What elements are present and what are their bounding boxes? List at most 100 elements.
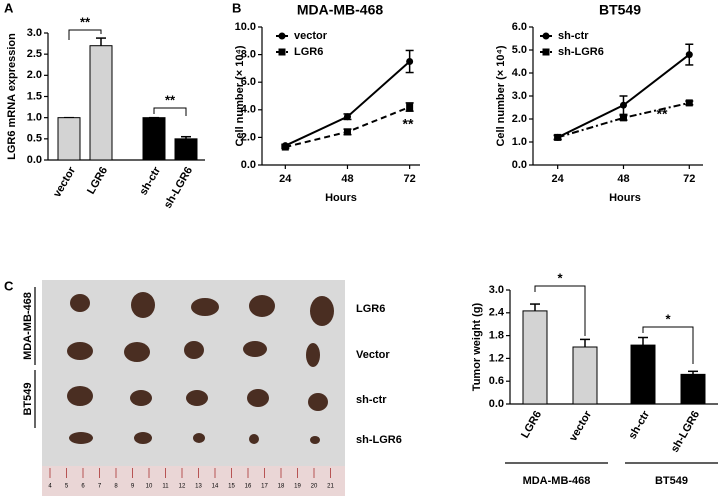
panel-label: B <box>232 0 241 15</box>
y-tick-label: 6.0 <box>241 76 256 88</box>
bar <box>89 45 113 161</box>
y-axis-label: Cell number (× 10⁴) <box>495 45 507 146</box>
legend-label: vector <box>294 30 328 42</box>
row-label: LGR6 <box>356 303 385 315</box>
x-tick-label: 24 <box>552 173 565 185</box>
legend-marker <box>278 32 286 40</box>
ruler-number: 14 <box>212 484 219 490</box>
tumors <box>67 292 334 444</box>
x-tick-label: 24 <box>279 173 292 185</box>
significance-bracket <box>534 285 586 336</box>
ruler-number: 18 <box>278 484 285 490</box>
ruler-number: 9 <box>131 484 135 490</box>
x-tick-label: sh-ctr <box>137 164 163 197</box>
row-label: Vector <box>356 349 390 361</box>
ruler-number: 8 <box>114 484 118 490</box>
y-tick-label: 1.8 <box>489 330 504 342</box>
point <box>619 114 627 122</box>
ruler-number: 10 <box>146 484 153 490</box>
point <box>685 51 693 59</box>
ruler-number: 19 <box>294 484 301 490</box>
y-axis-label: Cell number (× 10⁴) <box>234 45 246 146</box>
y-tick-label: 4.0 <box>512 67 527 79</box>
photo-background <box>42 280 345 496</box>
legend-label: LGR6 <box>294 46 323 58</box>
annotation: * <box>665 311 671 326</box>
y-tick-label: 2.0 <box>241 131 256 143</box>
group-label: MDA-MB-468 <box>523 475 591 487</box>
x-tick-label: vector <box>567 408 594 443</box>
significance-bracket <box>68 29 102 40</box>
bar <box>680 373 706 405</box>
x-tick-label: 72 <box>683 173 695 185</box>
x-tick-label: 48 <box>341 173 353 185</box>
ruler <box>42 466 345 496</box>
y-axis-label: LGR6 mRNA expression <box>6 33 18 160</box>
x-tick-label: sh-LGR6 <box>669 409 702 455</box>
point <box>281 143 289 151</box>
annotation: * <box>557 270 563 285</box>
row-label: sh-LGR6 <box>356 434 402 446</box>
point <box>685 99 693 107</box>
ruler-number: 4 <box>48 484 52 490</box>
ruler-number: 21 <box>327 484 334 490</box>
x-tick-label: 72 <box>404 173 416 185</box>
y-tick-label: 0.0 <box>27 154 42 166</box>
ruler-number: 15 <box>228 484 235 490</box>
y-tick-label: 0.0 <box>241 159 256 171</box>
ruler-number: 5 <box>65 484 69 490</box>
panel-label: C <box>4 278 14 293</box>
chart-title: MDA-MB-468 <box>297 2 384 18</box>
annotation: ** <box>403 116 414 132</box>
ruler-number: 12 <box>179 484 186 490</box>
legend-marker <box>278 48 286 56</box>
bar <box>142 117 166 161</box>
x-tick-label: sh-ctr <box>626 408 652 441</box>
significance-bracket <box>153 107 187 116</box>
y-tick-label: 10.0 <box>235 21 256 33</box>
annotation: ** <box>80 14 91 29</box>
legend-label: sh-LGR6 <box>558 46 604 58</box>
ruler-number: 13 <box>195 484 202 490</box>
y-tick-label: 2.5 <box>27 48 42 60</box>
y-tick-label: 4.0 <box>241 104 256 116</box>
y-axis-label: Tumor weight (g) <box>471 302 483 391</box>
y-tick-label: 6.0 <box>512 21 527 33</box>
bar <box>174 138 198 161</box>
legend-label: sh-ctr <box>558 30 589 42</box>
y-tick-label: 5.0 <box>512 44 527 56</box>
bar <box>522 310 548 405</box>
photo: MDA-MB-468 BT549 LGR6 Vector sh-ctr sh-L… <box>22 280 402 496</box>
panel-label: A <box>4 0 14 15</box>
y-tick-label: 3.0 <box>489 284 504 296</box>
y-tick-label: 1.2 <box>489 352 504 364</box>
chart-title: BT549 <box>599 2 641 18</box>
ruler-number: 20 <box>311 484 318 490</box>
annotation: ** <box>165 92 176 107</box>
y-tick-label: 2.0 <box>512 113 527 125</box>
significance-bracket <box>642 326 694 364</box>
ruler-number: 6 <box>81 484 85 490</box>
y-tick-label: 1.5 <box>27 90 42 102</box>
legend-marker <box>542 32 550 40</box>
y-tick-label: 0.0 <box>512 159 527 171</box>
y-tick-label: 1.0 <box>512 136 527 148</box>
x-tick-label: LGR6 <box>519 409 544 440</box>
x-tick-label: vector <box>51 164 78 199</box>
point <box>554 133 562 141</box>
y-tick-label: 3.0 <box>512 90 527 102</box>
y-tick-label: 0.6 <box>489 375 504 387</box>
y-tick-label: 2.4 <box>489 307 505 319</box>
x-tick-label: sh-LGR6 <box>162 165 195 211</box>
ruler-number: 17 <box>261 484 268 490</box>
y-tick-label: 2.0 <box>27 69 42 81</box>
x-tick-label: 48 <box>617 173 629 185</box>
ruler-number: 11 <box>162 484 169 490</box>
x-axis-label: Hours <box>325 192 357 204</box>
point <box>406 58 414 65</box>
ruler-number: 16 <box>245 484 252 490</box>
bar <box>630 344 656 405</box>
point <box>406 103 414 111</box>
x-axis-label: Hours <box>609 192 641 204</box>
